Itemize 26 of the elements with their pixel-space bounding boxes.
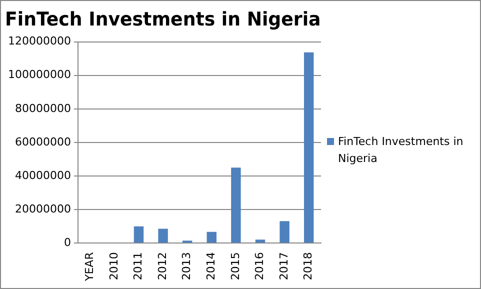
bar <box>255 240 266 243</box>
x-tick-label: 2016 <box>253 252 266 280</box>
x-tick-label: 2013 <box>180 252 194 280</box>
x-tick-label: 2010 <box>107 252 120 280</box>
x-tick-label: 2011 <box>132 252 145 280</box>
bar <box>304 52 314 243</box>
y-tick-label: 0 <box>64 236 71 250</box>
x-tick-label: YEAR <box>82 252 96 282</box>
y-tick-label: 100000000 <box>8 68 71 82</box>
x-tick-label: 2015 <box>228 252 242 280</box>
y-tick-label: 80000000 <box>14 102 71 115</box>
x-tick-label: 2018 <box>302 252 315 280</box>
x-tick-label: 2014 <box>204 252 218 280</box>
bar <box>231 168 241 243</box>
x-tick-label: 2017 <box>277 252 290 280</box>
y-tick-label: 20000000 <box>14 202 71 216</box>
y-tick-label: 120000000 <box>8 34 71 48</box>
legend-label: FinTech Investments in Nigeria <box>338 134 464 166</box>
bar <box>206 232 217 243</box>
x-tick-label: 2012 <box>156 252 169 280</box>
bar <box>158 228 168 243</box>
bar <box>280 221 290 243</box>
bar <box>134 226 144 243</box>
chart-title: FinTech Investments in Nigeria <box>5 8 321 30</box>
y-tick-label: 60000000 <box>14 135 71 148</box>
y-tick-label: 40000000 <box>14 168 71 182</box>
